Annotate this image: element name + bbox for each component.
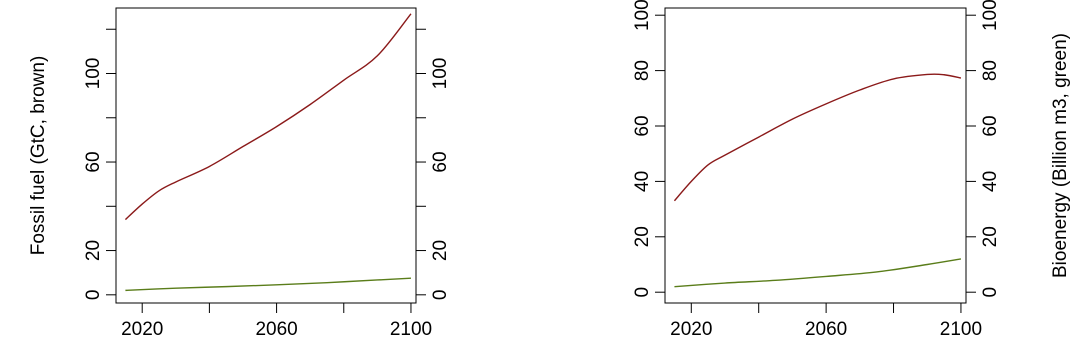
y-tick-label-left: 80 [632, 60, 653, 81]
x-tick-label: 2020 [670, 319, 712, 340]
y-tick-label-left: 60 [632, 115, 653, 136]
plot-frame-1 [115, 7, 417, 304]
y-tick-label-left: 20 [632, 226, 653, 247]
fossil-fuel-line-2 [673, 73, 962, 202]
x-tick-label: 2060 [255, 319, 297, 340]
x-tick-label: 2060 [805, 319, 847, 340]
x-tick-label: 2100 [940, 319, 982, 340]
x-tick-label: 2100 [390, 319, 432, 340]
plot-frame-2 [664, 7, 967, 304]
y-tick-label-right: 60 [430, 151, 451, 172]
bioenergy-line-1 [125, 277, 411, 292]
y-tick-label-right: 20 [980, 226, 1001, 247]
x-tick-label: 2020 [121, 319, 163, 340]
y-tick-label-left: 40 [632, 171, 653, 192]
y-axis-label-right: Bioenergy (Billion m3, green) [1050, 33, 1071, 278]
y-tick-label-left: 0 [83, 290, 104, 301]
fossil-fuel-line-1 [124, 13, 412, 221]
y-tick-label-right: 40 [980, 171, 1001, 192]
y-tick-label-right: 0 [430, 290, 451, 301]
y-tick-label-left: 0 [632, 287, 653, 298]
y-tick-label-right: 20 [430, 240, 451, 261]
y-tick-label-left: 20 [83, 240, 104, 261]
y-tick-label-right: 60 [980, 115, 1001, 136]
y-tick-label-right: 100 [430, 58, 451, 90]
y-tick-label-left: 100 [83, 58, 104, 90]
y-tick-label-right: 80 [980, 60, 1001, 81]
y-tick-label-right: 0 [980, 287, 1001, 298]
bioenergy-line-2 [674, 258, 962, 288]
y-tick-label-left: 100 [632, 0, 653, 31]
y-tick-label-right: 100 [980, 0, 1001, 31]
y-axis-label-left: Fossil fuel (GtC, brown) [28, 56, 49, 256]
y-tick-label-left: 60 [83, 151, 104, 172]
